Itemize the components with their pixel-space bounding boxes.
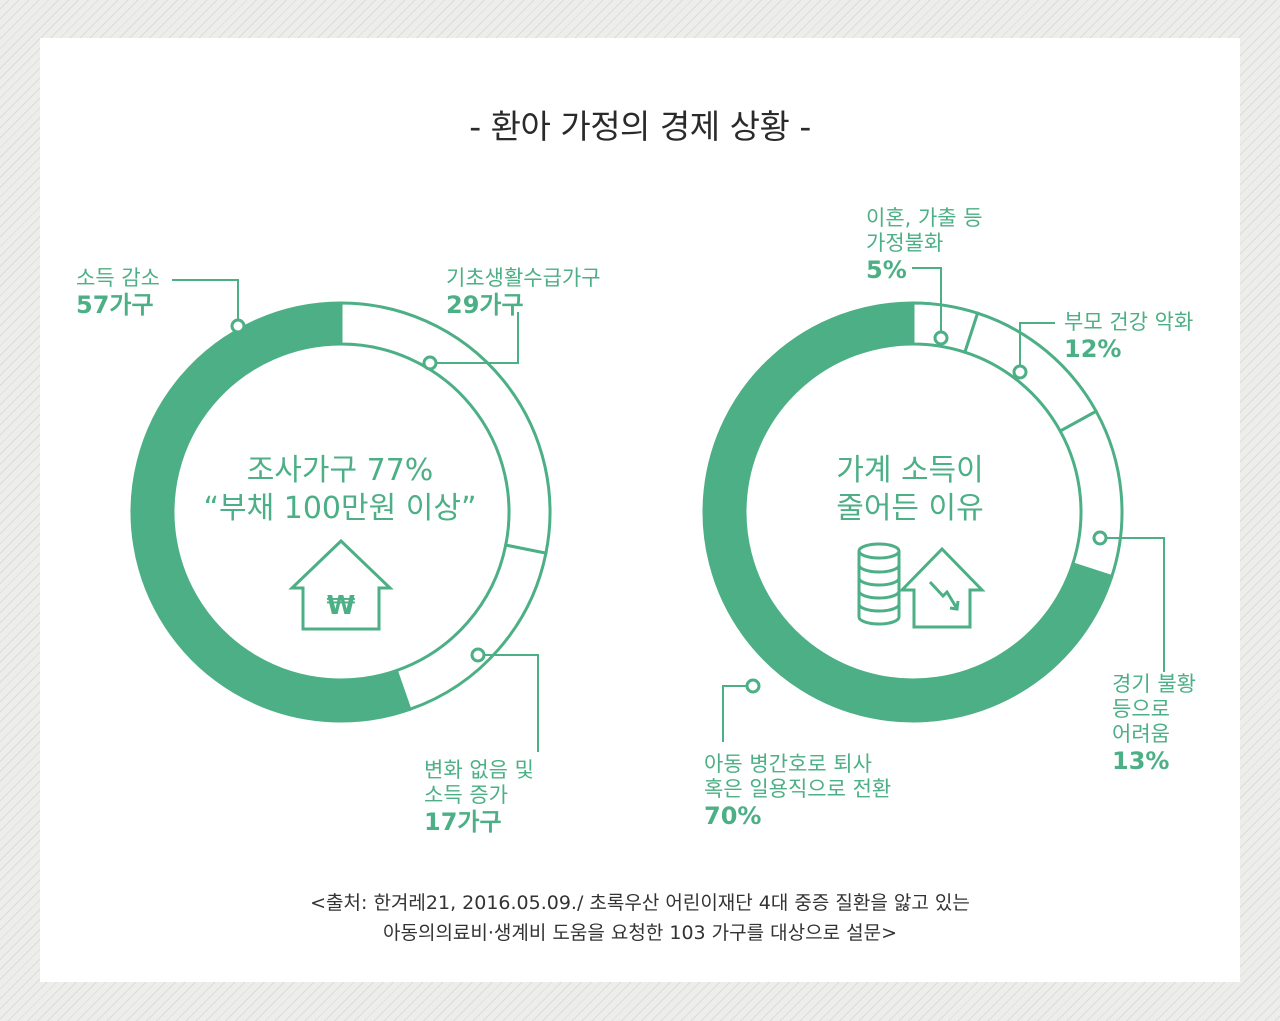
label-basic-living: 기초생활수급가구 29가구 [446, 266, 601, 319]
label-health: 부모 건강 악화 12% [1064, 310, 1193, 363]
label-text: 혹은 일용직으로 전환 [704, 777, 892, 801]
label-text: 소득 증가 [424, 783, 508, 807]
leader-dots [230, 318, 1108, 694]
leader-dot [933, 330, 949, 346]
donut-slice-3 [130, 301, 412, 723]
center-line-1: 가계 소득이 [836, 453, 984, 488]
label-text: 변화 없음 및 [424, 758, 534, 782]
donut-chart-left [130, 301, 552, 723]
label-value: 57가구 [76, 291, 154, 319]
label-text: 등으로 [1112, 697, 1170, 721]
won-symbol-icon: ₩ [327, 591, 356, 621]
leader-dot [422, 355, 438, 371]
leader-income-decrease [172, 279, 239, 326]
label-no-change: 변화 없음 및 소득 증가 17가구 [424, 758, 534, 836]
label-income-decrease: 소득 감소 57가구 [76, 266, 160, 319]
leader-dot [1012, 364, 1028, 380]
leader-dot [1092, 530, 1108, 546]
label-recession: 경기 불황 등으로 어려움 13% [1112, 672, 1196, 775]
label-value: 13% [1112, 747, 1170, 775]
leader-no-change [478, 654, 539, 752]
center-line-2: “부채 100만원 이상” [203, 491, 477, 526]
label-text: 소득 감소 [76, 266, 160, 290]
label-caregiving: 아동 병간호로 퇴사 혹은 일용직으로 전환 70% [704, 752, 891, 830]
leader-dot [230, 318, 246, 334]
center-text-right: 가계 소득이 줄어든 이유 [790, 452, 1030, 528]
donut-slice-2 [394, 543, 548, 712]
label-text: 가정불화 [866, 231, 944, 255]
coins-icon [857, 542, 901, 626]
label-text: 경기 불황 [1112, 672, 1196, 696]
leader-dot [470, 647, 486, 663]
center-line-2: 줄어든 이유 [836, 491, 984, 526]
leader-dot [745, 678, 761, 694]
label-value: 5% [866, 256, 907, 284]
leader-divorce [912, 267, 942, 338]
label-text: 어려움 [1112, 722, 1170, 746]
infographic-card [40, 38, 1240, 982]
label-text: 기초생활수급가구 [446, 266, 601, 290]
label-value: 29가구 [446, 291, 524, 319]
label-text: 이혼, 가출 등 [866, 206, 983, 230]
leader-lines [172, 267, 1165, 752]
donut-slice-4 [702, 301, 1114, 723]
label-value: 12% [1064, 335, 1122, 363]
center-line-1: 조사가구 77% [246, 453, 434, 488]
donut-chart-right [702, 301, 1124, 723]
leader-caregiving [722, 685, 753, 742]
leader-health [1019, 322, 1055, 372]
label-value: 17가구 [424, 808, 502, 836]
leader-basic-living [430, 312, 519, 364]
donut-slice-3 [1058, 409, 1124, 579]
label-text: 아동 병간호로 퇴사 [704, 752, 872, 776]
label-text: 부모 건강 악화 [1064, 310, 1194, 334]
center-text-left: 조사가구 77% “부채 100만원 이상” [200, 452, 480, 528]
source-line-1: <출처: 한겨레21, 2016.05.09./ 초록우산 어린이재단 4대 중… [310, 892, 970, 914]
label-value: 70% [704, 802, 762, 830]
house-decline-icon [898, 546, 986, 629]
label-divorce: 이혼, 가출 등 가정불화 5% [866, 206, 983, 284]
page-title: - 환아 가정의 경제 상황 - [469, 107, 811, 146]
house-won-icon [288, 538, 394, 631]
source-note: <출처: 한겨레21, 2016.05.09./ 초록우산 어린이재단 4대 중… [0, 888, 1280, 948]
leader-recession [1100, 537, 1165, 672]
source-line-2: 아동의의료비·생계비 도움을 요청한 103 가구를 대상으로 설문> [383, 922, 897, 944]
